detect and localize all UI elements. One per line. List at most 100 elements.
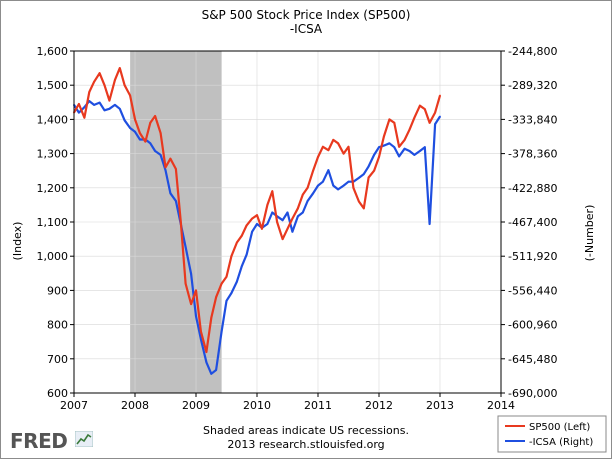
- legend-box: [497, 415, 607, 453]
- data-point-icsa: [103, 109, 106, 112]
- y-axis-right-label: (-Number): [583, 205, 596, 262]
- chart-subtitle: -ICSA: [290, 22, 323, 36]
- data-point-icsa: [245, 253, 248, 256]
- data-point-icsa: [434, 123, 436, 125]
- data-point-sp500: [164, 166, 167, 169]
- data-point-icsa: [332, 184, 335, 187]
- data-point-sp500: [297, 207, 299, 210]
- legend: SP500 (Left) -ICSA (Right): [497, 415, 607, 453]
- legend-label-icsa: -ICSA (Right): [529, 437, 593, 448]
- chart-title: S&P 500 Stock Price Index (SP500): [202, 8, 411, 22]
- data-point-icsa: [312, 192, 314, 195]
- data-point-icsa: [184, 246, 187, 248]
- y-left-tick-label: 1,500: [37, 79, 69, 92]
- data-point-icsa: [301, 211, 304, 214]
- fred-graph-icon: [75, 431, 93, 447]
- y-axis-left-ticks: 600 700 800 900 1,000 1,100 1,200 1,300 1,400 1,5…: [37, 45, 74, 400]
- data-point-sp500: [169, 157, 172, 160]
- data-point-sp500: [118, 67, 121, 69]
- y-left-tick-label: 1,400: [37, 113, 69, 126]
- y-right-tick-label: -511,920: [508, 250, 557, 263]
- data-point-sp500: [256, 214, 258, 217]
- data-point-icsa: [347, 180, 350, 183]
- data-point-sp500: [423, 108, 426, 110]
- data-point-sp500: [240, 234, 243, 237]
- data-point-sp500: [367, 176, 370, 179]
- data-point-icsa: [108, 107, 111, 110]
- y-right-tick-label: -690,000: [508, 387, 557, 400]
- source-link[interactable]: 2013 research.stlouisfed.org: [227, 438, 385, 451]
- x-tick-label: 2010: [243, 399, 271, 412]
- data-point-sp500: [83, 116, 86, 119]
- data-point-sp500: [123, 84, 126, 87]
- data-point-icsa: [337, 188, 339, 191]
- data-point-icsa: [327, 169, 330, 172]
- data-point-sp500: [251, 217, 254, 220]
- data-point-icsa: [164, 169, 167, 172]
- y-right-tick-label: -289,320: [508, 79, 557, 92]
- data-point-sp500: [388, 118, 391, 121]
- data-point-sp500: [190, 303, 193, 305]
- data-point-icsa: [123, 119, 126, 122]
- y-axis-left-label: (Index): [11, 222, 24, 261]
- data-point-sp500: [286, 227, 289, 230]
- y-left-tick-label: 1,300: [37, 148, 69, 161]
- y-right-tick-label: -645,480: [508, 353, 557, 366]
- data-point-icsa: [398, 155, 400, 158]
- data-point-sp500: [179, 221, 182, 223]
- source-note: Shaded areas indicate US recessions.: [203, 424, 409, 437]
- data-point-sp500: [362, 207, 365, 210]
- data-point-sp500: [236, 241, 238, 244]
- data-point-sp500: [78, 103, 80, 105]
- data-point-sp500: [347, 145, 350, 148]
- data-point-icsa: [251, 230, 254, 233]
- x-axis-ticks: 2007 2008 2009 2010 2011 2012 2013 2014: [60, 393, 515, 412]
- data-point-icsa: [322, 180, 324, 183]
- data-point-sp500: [306, 186, 309, 189]
- data-point-icsa: [428, 223, 431, 225]
- data-point-icsa: [195, 315, 197, 318]
- data-point-sp500: [139, 132, 141, 135]
- data-point-sp500: [413, 116, 416, 119]
- data-point-icsa: [210, 372, 213, 375]
- data-point-icsa: [413, 154, 416, 156]
- data-point-icsa: [114, 104, 116, 106]
- data-point-sp500: [301, 193, 304, 196]
- data-point-icsa: [78, 111, 80, 114]
- data-point-icsa: [297, 215, 299, 218]
- y-right-tick-label: -333,840: [508, 113, 557, 126]
- data-point-sp500: [225, 275, 228, 278]
- y-left-tick-label: 1,200: [37, 182, 69, 195]
- data-point-icsa: [129, 127, 132, 129]
- data-point-icsa: [256, 223, 258, 225]
- data-point-sp500: [393, 121, 396, 124]
- data-point-icsa: [200, 338, 202, 341]
- legend-label-sp500: SP500 (Left): [529, 422, 590, 433]
- data-point-icsa: [98, 101, 101, 104]
- data-point-icsa: [230, 292, 233, 294]
- data-point-sp500: [103, 84, 106, 87]
- data-point-icsa: [225, 299, 228, 302]
- data-point-sp500: [332, 139, 335, 141]
- data-point-icsa: [154, 150, 157, 152]
- data-point-sp500: [93, 80, 95, 83]
- data-point-sp500: [342, 152, 345, 155]
- series-layer: [73, 66, 442, 375]
- data-point-sp500: [215, 296, 218, 299]
- data-point-sp500: [408, 128, 411, 131]
- data-point-sp500: [352, 186, 355, 189]
- data-point-icsa: [281, 219, 284, 222]
- data-point-sp500: [144, 140, 147, 143]
- fred-logo[interactable]: FRED: [10, 429, 68, 453]
- y-right-tick-label: -378,360: [508, 148, 557, 161]
- data-point-icsa: [88, 100, 91, 102]
- data-point-sp500: [271, 190, 274, 193]
- x-tick-label: 2011: [304, 399, 332, 412]
- data-point-icsa: [317, 184, 319, 187]
- data-point-icsa: [93, 104, 95, 106]
- data-point-icsa: [378, 146, 380, 149]
- data-point-icsa: [134, 130, 136, 133]
- data-point-sp500: [322, 145, 324, 148]
- data-point-icsa: [205, 361, 208, 364]
